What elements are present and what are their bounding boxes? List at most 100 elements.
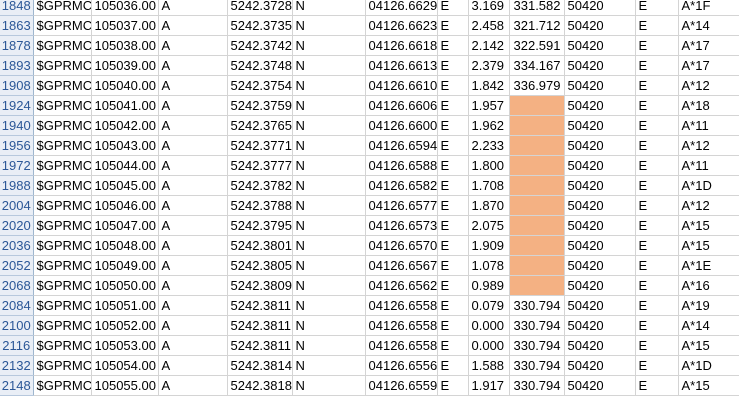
lon-dir-cell[interactable]: E [437, 135, 469, 156]
longitude-cell[interactable]: 04126.6594 [365, 135, 438, 156]
longitude-cell[interactable]: 04126.6558 [365, 295, 438, 316]
latitude-cell[interactable]: 5242.3782 [227, 175, 293, 196]
checksum-cell[interactable]: A*15 [678, 375, 739, 396]
lat-dir-cell[interactable]: N [292, 95, 366, 116]
lon-dir-cell[interactable]: E [437, 315, 469, 336]
latitude-cell[interactable]: 5242.3805 [227, 255, 293, 276]
status-cell[interactable]: A [158, 15, 228, 36]
course-cell[interactable] [509, 215, 565, 236]
checksum-cell[interactable]: A*16 [678, 275, 739, 296]
row-header[interactable]: 1940 [0, 115, 34, 136]
latitude-cell[interactable]: 5242.3728 [227, 0, 293, 16]
speed-cell[interactable]: 1.588 [468, 355, 510, 376]
row-header[interactable]: 1972 [0, 155, 34, 176]
speed-cell[interactable]: 2.142 [468, 35, 510, 56]
row-header[interactable]: 2132 [0, 355, 34, 376]
mag-var-dir-cell[interactable]: E [635, 315, 679, 336]
longitude-cell[interactable]: 04126.6558 [365, 315, 438, 336]
speed-cell[interactable]: 2.458 [468, 15, 510, 36]
longitude-cell[interactable]: 04126.6600 [365, 115, 438, 136]
checksum-cell[interactable]: A*1F [678, 0, 739, 16]
latitude-cell[interactable]: 5242.3801 [227, 235, 293, 256]
longitude-cell[interactable]: 04126.6559 [365, 375, 438, 396]
mag-var-dir-cell[interactable]: E [635, 195, 679, 216]
course-cell[interactable] [509, 95, 565, 116]
status-cell[interactable]: A [158, 115, 228, 136]
speed-cell[interactable]: 0.079 [468, 295, 510, 316]
mag-var-dir-cell[interactable]: E [635, 35, 679, 56]
latitude-cell[interactable]: 5242.3795 [227, 215, 293, 236]
course-cell[interactable]: 330.794 [509, 375, 565, 396]
date-cell[interactable]: 50420 [564, 175, 636, 196]
course-cell[interactable] [509, 115, 565, 136]
lon-dir-cell[interactable]: E [437, 375, 469, 396]
status-cell[interactable]: A [158, 0, 228, 16]
mag-var-dir-cell[interactable]: E [635, 135, 679, 156]
speed-cell[interactable]: 2.233 [468, 135, 510, 156]
status-cell[interactable]: A [158, 35, 228, 56]
latitude-cell[interactable]: 5242.3735 [227, 15, 293, 36]
sentence-id-cell[interactable]: $GPRMC [33, 335, 92, 356]
time-cell[interactable]: 105043.00 [91, 135, 159, 156]
lon-dir-cell[interactable]: E [437, 0, 469, 16]
course-cell[interactable]: 330.794 [509, 355, 565, 376]
row-header[interactable]: 2004 [0, 195, 34, 216]
lat-dir-cell[interactable]: N [292, 255, 366, 276]
checksum-cell[interactable]: A*1D [678, 355, 739, 376]
date-cell[interactable]: 50420 [564, 115, 636, 136]
speed-cell[interactable]: 0.000 [468, 315, 510, 336]
checksum-cell[interactable]: A*1D [678, 175, 739, 196]
speed-cell[interactable]: 1.708 [468, 175, 510, 196]
lon-dir-cell[interactable]: E [437, 195, 469, 216]
checksum-cell[interactable]: A*14 [678, 315, 739, 336]
lon-dir-cell[interactable]: E [437, 235, 469, 256]
date-cell[interactable]: 50420 [564, 215, 636, 236]
course-cell[interactable] [509, 155, 565, 176]
course-cell[interactable]: 321.712 [509, 15, 565, 36]
row-header[interactable]: 2052 [0, 255, 34, 276]
latitude-cell[interactable]: 5242.3814 [227, 355, 293, 376]
mag-var-dir-cell[interactable]: E [635, 95, 679, 116]
lat-dir-cell[interactable]: N [292, 375, 366, 396]
latitude-cell[interactable]: 5242.3759 [227, 95, 293, 116]
mag-var-dir-cell[interactable]: E [635, 295, 679, 316]
sentence-id-cell[interactable]: $GPRMC [33, 315, 92, 336]
status-cell[interactable]: A [158, 155, 228, 176]
lon-dir-cell[interactable]: E [437, 215, 469, 236]
status-cell[interactable]: A [158, 195, 228, 216]
row-header[interactable]: 2116 [0, 335, 34, 356]
sentence-id-cell[interactable]: $GPRMC [33, 215, 92, 236]
checksum-cell[interactable]: A*14 [678, 15, 739, 36]
checksum-cell[interactable]: A*15 [678, 335, 739, 356]
course-cell[interactable]: 330.794 [509, 315, 565, 336]
status-cell[interactable]: A [158, 295, 228, 316]
mag-var-dir-cell[interactable]: E [635, 75, 679, 96]
status-cell[interactable]: A [158, 315, 228, 336]
longitude-cell[interactable]: 04126.6582 [365, 175, 438, 196]
lon-dir-cell[interactable]: E [437, 295, 469, 316]
time-cell[interactable]: 105047.00 [91, 215, 159, 236]
sentence-id-cell[interactable]: $GPRMC [33, 355, 92, 376]
status-cell[interactable]: A [158, 275, 228, 296]
date-cell[interactable]: 50420 [564, 295, 636, 316]
latitude-cell[interactable]: 5242.3818 [227, 375, 293, 396]
row-header[interactable]: 1863 [0, 15, 34, 36]
date-cell[interactable]: 50420 [564, 55, 636, 76]
sentence-id-cell[interactable]: $GPRMC [33, 375, 92, 396]
date-cell[interactable]: 50420 [564, 315, 636, 336]
time-cell[interactable]: 105048.00 [91, 235, 159, 256]
course-cell[interactable] [509, 195, 565, 216]
course-cell[interactable] [509, 175, 565, 196]
lat-dir-cell[interactable]: N [292, 335, 366, 356]
lon-dir-cell[interactable]: E [437, 95, 469, 116]
longitude-cell[interactable]: 04126.6558 [365, 335, 438, 356]
date-cell[interactable]: 50420 [564, 335, 636, 356]
time-cell[interactable]: 105041.00 [91, 95, 159, 116]
sentence-id-cell[interactable]: $GPRMC [33, 275, 92, 296]
speed-cell[interactable]: 1.957 [468, 95, 510, 116]
time-cell[interactable]: 105042.00 [91, 115, 159, 136]
longitude-cell[interactable]: 04126.6629 [365, 0, 438, 16]
lon-dir-cell[interactable]: E [437, 55, 469, 76]
status-cell[interactable]: A [158, 255, 228, 276]
time-cell[interactable]: 105039.00 [91, 55, 159, 76]
